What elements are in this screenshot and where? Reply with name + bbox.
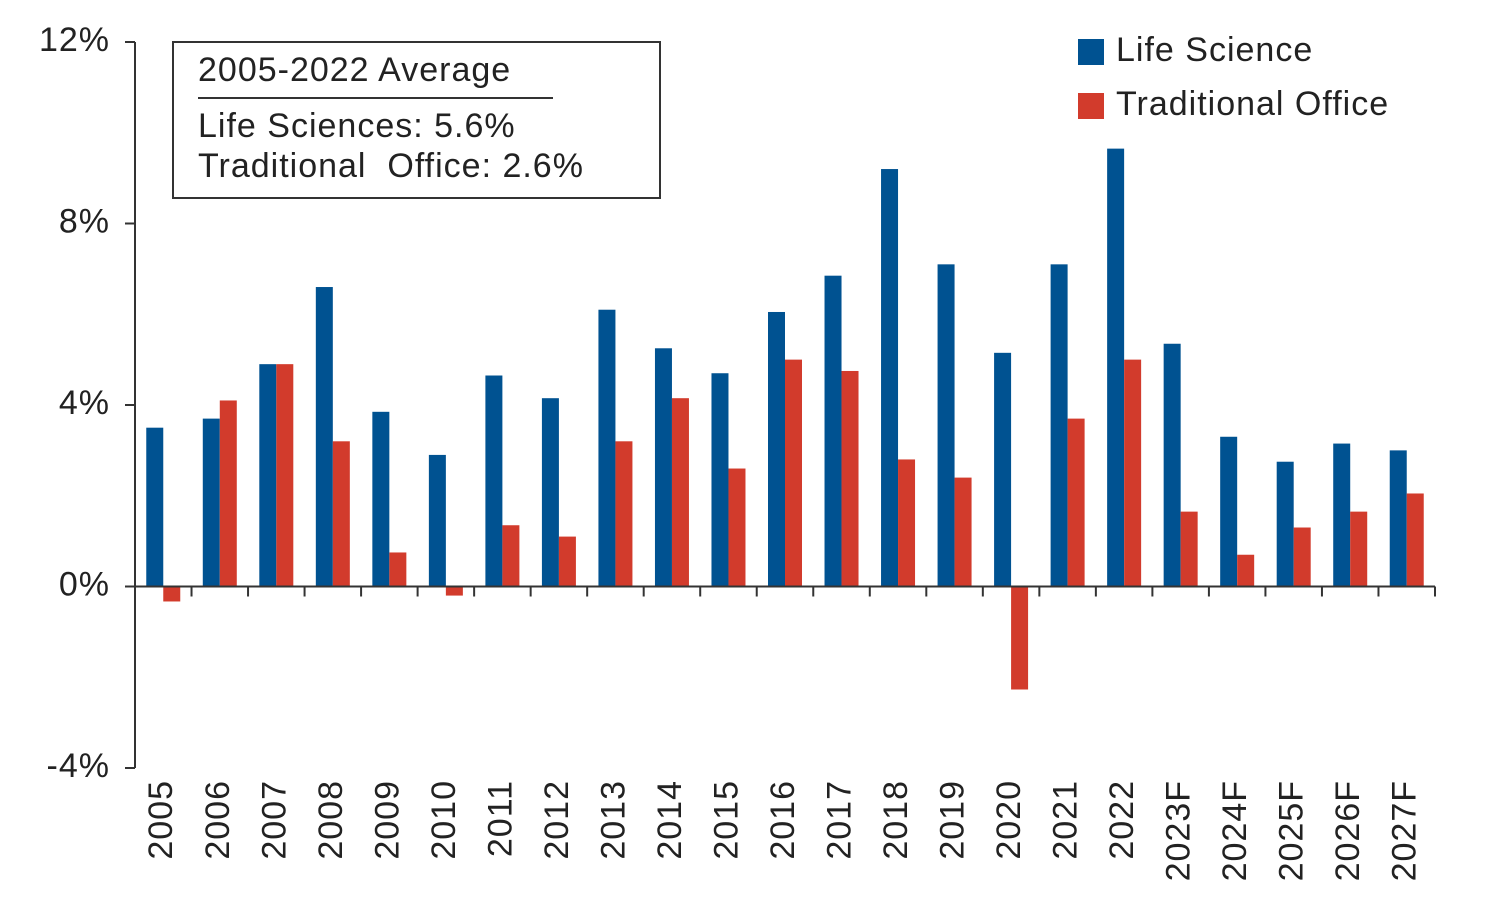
x-tick-label: 2026F [1329,780,1367,881]
bar [1180,511,1198,587]
bar [428,454,446,587]
bar [954,477,972,587]
bar [372,411,390,587]
bar [332,441,350,587]
x-tick-label: 2012 [538,780,576,860]
x-tick-label: 2013 [594,780,632,860]
x-tick-label: 2011 [481,780,519,857]
bar [445,586,463,596]
x-tick-label: 2006 [199,780,237,860]
x-tick-label: 2018 [877,780,915,860]
bar [1220,436,1238,587]
x-tick-label: 2027F [1386,780,1424,881]
bar [502,525,520,587]
bar [728,468,746,587]
bar [1050,264,1068,587]
bar [898,459,916,587]
bar [615,441,633,587]
bar [315,287,333,587]
bar [1350,511,1368,587]
annotation-box [172,41,661,199]
x-tick-label: 2021 [1047,780,1085,860]
y-tick-label: 0% [59,565,110,603]
x-tick-label: 2025F [1273,780,1311,881]
legend-label: Life Science [1116,31,1313,69]
bar [163,586,181,602]
bar [541,398,559,587]
bar [768,311,785,587]
x-tick-label: 2008 [312,780,350,860]
bar [598,309,616,587]
bar [389,552,407,587]
x-tick-label: 2022 [1103,780,1141,860]
bar [1124,359,1142,587]
y-tick-label: 4% [59,384,110,422]
bar [1107,148,1125,587]
bar [994,352,1012,587]
bar [785,359,802,587]
x-tick-label: 2010 [425,780,463,860]
legend-swatch [1078,39,1104,65]
bar [259,364,277,587]
bar [1011,586,1029,690]
x-tick-label: 2014 [651,780,689,860]
x-tick-label: 2017 [821,780,859,860]
annotation-line: Traditional Office: 2.6% [198,147,584,185]
bar [1067,418,1085,587]
bar [1163,343,1181,587]
annotation-title: 2005-2022 Average [198,51,511,89]
bar [1293,527,1311,587]
x-tick-label: 2024F [1216,780,1254,881]
bar [824,275,842,587]
bar [1276,461,1294,587]
x-tick-label: 2020 [990,780,1028,860]
bar [276,364,294,587]
bar [146,427,164,587]
annotation-line: Life Sciences: 5.6% [198,107,516,145]
x-tick-label: 2007 [255,780,293,860]
y-tick-label: 12% [39,21,110,59]
bar [841,370,859,587]
y-tick-label: -4% [47,747,110,785]
x-tick-label: 2009 [368,780,406,860]
x-tick-label: 2019 [934,780,972,860]
y-tick-label: 8% [59,202,110,240]
x-tick-label: 2005 [142,780,180,860]
bar [202,418,220,587]
x-tick-label: 2015 [707,780,745,860]
bar [1406,493,1424,587]
bar [558,536,576,587]
bar [1333,443,1351,587]
bar [711,373,729,587]
legend-label: Traditional Office [1116,85,1389,123]
bar [881,169,899,587]
x-tick-label: 2023F [1160,780,1198,881]
bar [1237,554,1255,587]
bar [219,400,237,587]
x-tick-label: 2016 [764,780,802,860]
bar [654,348,672,587]
bar [937,264,955,587]
bar [671,398,689,587]
bar [485,375,503,587]
legend-swatch [1078,93,1104,119]
bar [1389,450,1407,587]
